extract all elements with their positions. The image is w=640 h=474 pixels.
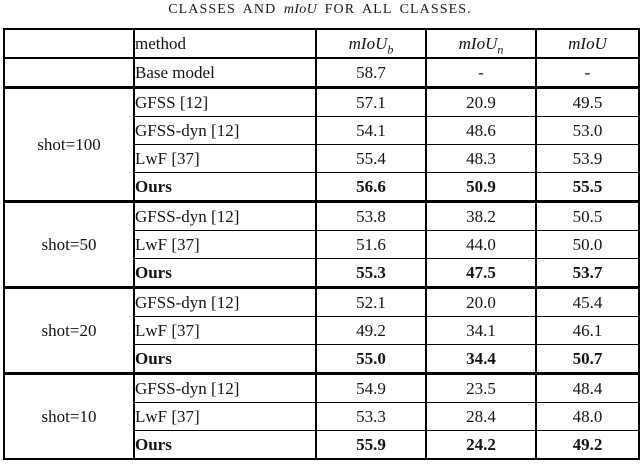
value-cell: 55.4 <box>315 144 426 173</box>
header-group-cell <box>3 29 134 58</box>
value-cell: 55.5 <box>535 172 639 202</box>
value-cell: 53.8 <box>315 200 426 231</box>
metric-subscript-b: b <box>387 41 394 56</box>
value-cell: 52.1 <box>315 286 426 317</box>
value-cell: 50.9 <box>425 172 536 202</box>
method-cell: Ours <box>133 172 316 202</box>
value-cell: 20.9 <box>425 86 536 117</box>
metric-name: mIoU <box>458 33 498 53</box>
caption-text-after: FOR ALL CLASSES. <box>324 2 472 17</box>
value-cell: - <box>535 57 639 88</box>
value-cell: 58.7 <box>315 57 426 88</box>
ours-row: Ours 55.3 47.5 53.7 <box>4 258 639 288</box>
ours-row: Ours 55.9 24.2 49.2 <box>4 430 639 459</box>
header-method: method <box>133 29 316 58</box>
table-row: shot=10 GFSS-dyn [12] 54.9 23.5 48.4 <box>3 372 639 459</box>
value-cell: 49.2 <box>535 430 639 459</box>
value-cell: 53.7 <box>535 258 639 288</box>
group-label-shot-100: shot=100 <box>3 86 134 202</box>
metric-name: mIoU <box>348 33 388 53</box>
value-cell: 54.9 <box>315 372 426 403</box>
header-row: method mIoUb mIoUn mIoU <box>3 29 639 58</box>
ours-row: Ours 55.0 34.4 50.7 <box>4 344 639 374</box>
method-cell: LwF [37] <box>133 316 316 345</box>
caption-italic-term: mIoU <box>283 2 317 17</box>
value-cell: 48.0 <box>535 402 639 431</box>
value-cell: 24.2 <box>425 430 536 459</box>
value-cell: 50.0 <box>535 230 639 259</box>
table-row: shot=50 GFSS-dyn [12] 53.8 38.2 50.5 <box>3 200 639 288</box>
value-cell: 50.5 <box>535 200 639 231</box>
value-cell: - <box>425 57 536 88</box>
table-row: LwF [37] 55.4 48.3 53.9 <box>4 144 639 173</box>
value-cell: 48.6 <box>425 116 536 145</box>
value-cell: 53.0 <box>535 116 639 145</box>
value-cell: 56.6 <box>315 172 426 202</box>
base-model-row: Base model 58.7 - - <box>3 57 639 88</box>
method-cell: GFSS [12] <box>133 86 316 117</box>
ours-row: Ours 56.6 50.9 55.5 <box>4 172 639 202</box>
value-cell: 28.4 <box>425 402 536 431</box>
method-cell: LwF [37] <box>133 144 316 173</box>
header-miou-base: mIoUb <box>315 29 426 58</box>
table-row: LwF [37] 51.6 44.0 50.0 <box>4 230 639 259</box>
value-cell: 50.7 <box>535 344 639 374</box>
value-cell: 23.5 <box>425 372 536 403</box>
value-cell: 48.3 <box>425 144 536 173</box>
value-cell: 20.0 <box>425 286 536 317</box>
value-cell: 45.4 <box>535 286 639 317</box>
method-cell: Ours <box>133 344 316 374</box>
value-cell: 53.9 <box>535 144 639 173</box>
value-cell: 46.1 <box>535 316 639 345</box>
table-row: shot=100 GFSS [12] 57.1 20.9 49.5 <box>3 86 639 202</box>
group-label-shot-20: shot=20 <box>3 286 134 374</box>
group-label-shot-10: shot=10 <box>3 372 134 459</box>
header-miou-novel: mIoUn <box>425 29 536 58</box>
value-cell: 55.0 <box>315 344 426 374</box>
header-miou-all: mIoU <box>535 29 639 58</box>
value-cell: 55.3 <box>315 258 426 288</box>
empty-group-cell <box>3 57 134 88</box>
value-cell: 49.2 <box>315 316 426 345</box>
value-cell: 34.1 <box>425 316 536 345</box>
value-cell: 51.6 <box>315 230 426 259</box>
results-table: method mIoUb mIoUn mIoU Base model 58.7 … <box>3 28 640 460</box>
table-row: shot=20 GFSS-dyn [12] 52.1 20.0 45.4 <box>3 286 639 374</box>
table-row: GFSS-dyn [12] 54.1 48.6 53.0 <box>4 116 639 145</box>
method-cell: GFSS-dyn [12] <box>133 286 316 317</box>
value-cell: 54.1 <box>315 116 426 145</box>
method-cell: GFSS-dyn [12] <box>133 372 316 403</box>
value-cell: 57.1 <box>315 86 426 117</box>
method-cell: GFSS-dyn [12] <box>133 116 316 145</box>
table-row: LwF [37] 53.3 28.4 48.0 <box>4 402 639 431</box>
value-cell: 44.0 <box>425 230 536 259</box>
value-cell: 47.5 <box>425 258 536 288</box>
metric-subscript-n: n <box>497 41 504 56</box>
group-label-shot-50: shot=50 <box>3 200 134 288</box>
caption-text-before: CLASSES AND <box>168 2 277 17</box>
value-cell: 34.4 <box>425 344 536 374</box>
method-cell: Base model <box>133 57 316 88</box>
value-cell: 48.4 <box>535 372 639 403</box>
table-caption: CLASSES AND mIoU FOR ALL CLASSES. <box>0 2 640 18</box>
method-cell: LwF [37] <box>133 402 316 431</box>
method-cell: Ours <box>133 258 316 288</box>
method-cell: Ours <box>133 430 316 459</box>
method-cell: LwF [37] <box>133 230 316 259</box>
value-cell: 49.5 <box>535 86 639 117</box>
metric-name: mIoU <box>568 33 607 53</box>
value-cell: 38.2 <box>425 200 536 231</box>
method-cell: GFSS-dyn [12] <box>133 200 316 231</box>
value-cell: 55.9 <box>315 430 426 459</box>
table-row: LwF [37] 49.2 34.1 46.1 <box>4 316 639 345</box>
value-cell: 53.3 <box>315 402 426 431</box>
